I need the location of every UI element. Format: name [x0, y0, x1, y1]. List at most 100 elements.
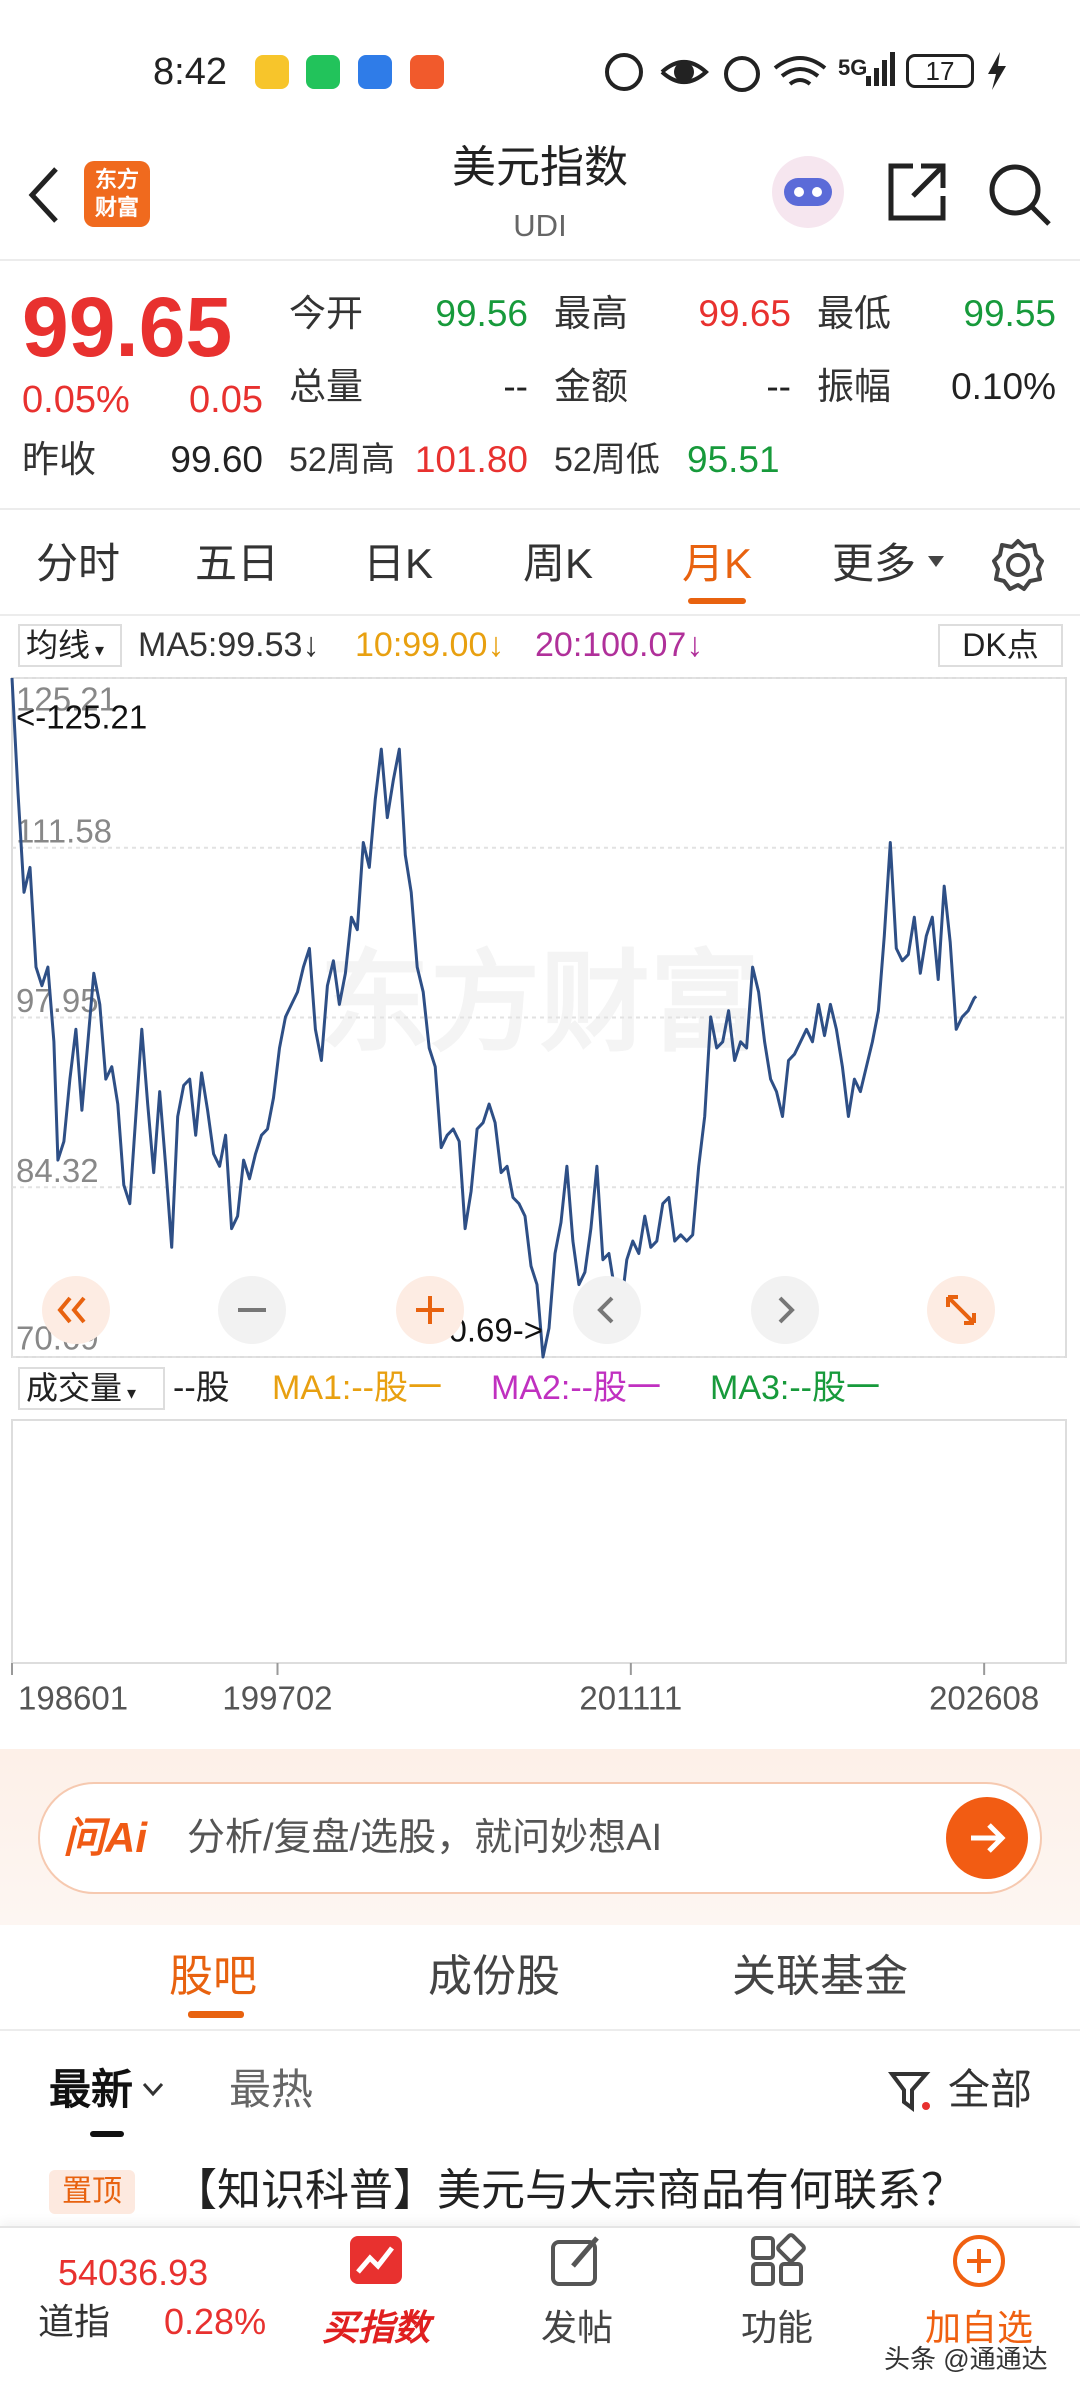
back-button[interactable] [24, 165, 64, 225]
divider [0, 2029, 1080, 2031]
field-value: 101.80 [414, 439, 528, 480]
nav-icon [551, 2236, 599, 2286]
chart-watermark: 东方财富 [320, 942, 760, 1065]
scroll-right[interactable] [751, 1276, 819, 1344]
field-label: 总量 [289, 366, 363, 407]
field-value: 99.60 [170, 439, 263, 480]
y-tick-label: 111.58 [16, 812, 112, 849]
index-name: 道指 [38, 2301, 111, 2342]
bottom-bar [0, 2226, 1080, 2402]
section-tab-active[interactable]: 股吧 [169, 1952, 257, 2001]
ma5: MA5:99.53↓ [138, 626, 320, 664]
filter-latest[interactable]: 最新 [49, 2066, 134, 2113]
period-tab[interactable]: 周K [522, 540, 593, 587]
price-line [10, 677, 978, 1359]
volume-ma3: MA3:--股一 [710, 1369, 880, 1407]
divider [0, 508, 1080, 510]
battery: 17 [906, 54, 974, 88]
nav-item[interactable]: 加自选 [924, 2307, 1033, 2348]
field-value: 99.65 [698, 293, 791, 334]
logo-text: 财富 [94, 195, 139, 220]
field-value: 99.56 [435, 293, 528, 334]
code: UDI [513, 208, 567, 243]
nav-icon [953, 2235, 1005, 2287]
period-tab-active[interactable]: 月K [681, 540, 752, 587]
assistant-icon[interactable] [768, 152, 848, 232]
section-underline [188, 2011, 244, 2018]
pinned-tag: 置顶 [49, 2170, 135, 2214]
field-label: 最低 [817, 293, 891, 334]
period-tab[interactable]: 分时 [35, 540, 120, 587]
section-tab[interactable]: 关联基金 [732, 1952, 908, 2001]
period-tab[interactable]: 日K [362, 540, 433, 587]
change-pct: 0.05% [22, 379, 130, 421]
ai-input[interactable] [38, 1782, 1042, 1894]
field-value: 0.10% [951, 366, 1056, 407]
ma10: 10:99.00↓ [355, 626, 505, 664]
signal [866, 52, 895, 86]
filter-all[interactable]: 全部 [948, 2066, 1033, 2113]
zoom-out[interactable] [218, 1276, 286, 1344]
logo: 东方 财富 [84, 161, 150, 227]
fullscreen[interactable] [927, 1276, 995, 1344]
indicator-name: 均线 [26, 627, 91, 663]
logo-text: 东方 [94, 167, 139, 192]
pinned-post[interactable]: 【知识科普】美元与大宗商品有何联系？ [173, 2166, 965, 2215]
chart-controls [42, 1276, 995, 1344]
volume-selector[interactable]: 成交量 ▾ [18, 1367, 165, 1410]
volume-frame [11, 1419, 1067, 1664]
period-tab[interactable]: 更多 [832, 540, 917, 587]
status-icons [605, 53, 827, 92]
scroll-left[interactable] [573, 1276, 641, 1344]
indicator-selector[interactable]: 均线 ▾ [18, 624, 122, 667]
field-label: 昨收 [22, 439, 96, 480]
price: 99.65 [22, 280, 233, 374]
tab-underline [688, 598, 746, 604]
max-label: <-125.21 [16, 699, 147, 736]
field-label: 52周高 [289, 441, 395, 479]
x-tick-label: 202608 [929, 1680, 1039, 1717]
volume-name: 成交量 [26, 1370, 123, 1406]
filter-icon[interactable] [888, 2068, 934, 2114]
index-change: 0.28% [164, 2301, 267, 2342]
field-value: -- [503, 366, 528, 407]
app-icon [306, 55, 340, 89]
search-button[interactable] [985, 160, 1055, 230]
ma20: 20:100.07↓ [535, 626, 704, 664]
field-value: -- [766, 366, 791, 407]
volume-ma2: MA2:--股一 [491, 1369, 661, 1407]
section-tab[interactable]: 成份股 [428, 1952, 560, 2001]
field-label: 52周低 [554, 441, 660, 479]
nav-item[interactable]: 发帖 [540, 2307, 613, 2348]
field-value: 99.55 [963, 293, 1056, 334]
filter-underline [90, 2131, 124, 2137]
status-time: 8:42 [153, 51, 227, 93]
divider [0, 614, 1080, 616]
nav-item[interactable]: 功能 [740, 2307, 813, 2348]
share-button[interactable] [885, 160, 949, 224]
charging [988, 52, 1006, 90]
dropdown-arrow [142, 2082, 164, 2097]
ai-submit[interactable] [945, 1796, 1029, 1880]
divider [0, 259, 1080, 261]
settings-button[interactable] [990, 537, 1046, 593]
period-tab[interactable]: 五日 [194, 540, 279, 587]
chart: 东方财富 70.6984.3297.95111.58125.2119860119… [10, 677, 1067, 1717]
nav-item[interactable]: 买指数 [321, 2307, 430, 2348]
watermark: 头条 @通通达 [884, 2344, 1048, 2374]
x-tick-label: 199702 [222, 1680, 332, 1717]
field-label: 最高 [554, 293, 628, 334]
field-label: 今开 [289, 293, 363, 334]
x-tick-label: 201111 [579, 1680, 682, 1717]
ai-logo: 问Ai [63, 1814, 148, 1861]
title: 美元指数 [452, 143, 628, 192]
zoom-in[interactable] [396, 1276, 464, 1344]
filter-hot[interactable]: 最热 [229, 2066, 314, 2113]
index-value[interactable]: 54036.93 [58, 2252, 209, 2293]
dk-button[interactable]: DK点 [938, 624, 1063, 667]
nav-icon [350, 2236, 402, 2284]
field-label: 振幅 [817, 366, 891, 407]
ai-placeholder: 分析/复盘/选股，就问妙想AI [187, 1817, 663, 1859]
scroll-left-fast[interactable] [42, 1276, 110, 1344]
